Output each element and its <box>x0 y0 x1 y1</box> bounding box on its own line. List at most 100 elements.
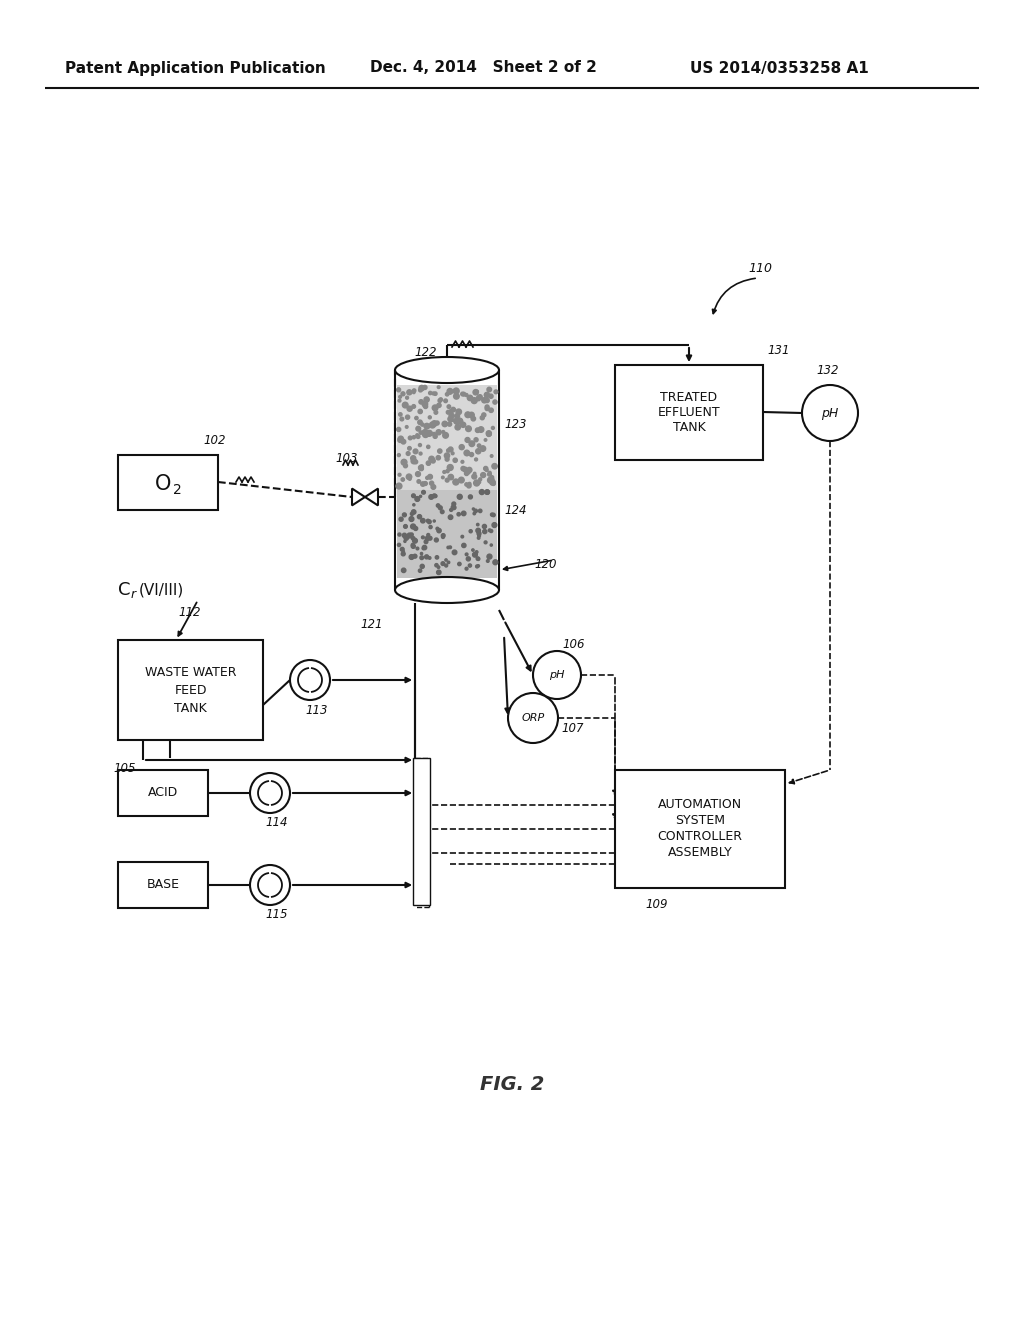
Circle shape <box>411 512 414 515</box>
Circle shape <box>479 478 481 480</box>
Circle shape <box>412 544 415 546</box>
Circle shape <box>406 396 409 399</box>
Bar <box>118 862 208 908</box>
Circle shape <box>465 553 468 556</box>
Circle shape <box>416 434 420 438</box>
Circle shape <box>461 422 466 428</box>
Circle shape <box>475 550 478 553</box>
Circle shape <box>418 515 422 519</box>
Circle shape <box>442 430 444 433</box>
Circle shape <box>416 471 421 477</box>
Circle shape <box>420 495 422 498</box>
Circle shape <box>467 467 472 473</box>
Circle shape <box>493 560 498 565</box>
Circle shape <box>445 392 449 396</box>
Circle shape <box>406 425 408 428</box>
Circle shape <box>457 418 463 424</box>
Circle shape <box>444 558 447 561</box>
Circle shape <box>408 407 413 412</box>
Circle shape <box>453 458 458 462</box>
Text: ASSEMBLY: ASSEMBLY <box>668 846 732 859</box>
Ellipse shape <box>395 356 499 383</box>
Circle shape <box>424 397 429 403</box>
Circle shape <box>459 478 464 483</box>
Text: 121: 121 <box>360 619 383 631</box>
Circle shape <box>493 400 497 404</box>
Circle shape <box>437 403 441 408</box>
Circle shape <box>484 541 487 544</box>
Circle shape <box>480 416 484 420</box>
Circle shape <box>422 429 428 436</box>
Circle shape <box>477 565 479 568</box>
Circle shape <box>476 528 480 533</box>
Circle shape <box>407 474 412 479</box>
Text: 114: 114 <box>265 817 288 829</box>
Circle shape <box>423 432 428 437</box>
Circle shape <box>490 513 494 516</box>
Circle shape <box>413 504 415 506</box>
Circle shape <box>434 539 438 543</box>
Circle shape <box>449 474 454 479</box>
Text: FIG. 2: FIG. 2 <box>480 1076 544 1094</box>
Bar <box>118 640 263 741</box>
Circle shape <box>419 400 423 404</box>
Circle shape <box>454 418 460 424</box>
Circle shape <box>437 566 439 569</box>
Circle shape <box>429 482 434 486</box>
Circle shape <box>409 516 414 521</box>
Text: 109: 109 <box>645 898 668 911</box>
Circle shape <box>441 536 444 539</box>
Circle shape <box>413 554 417 558</box>
Text: WASTE WATER: WASTE WATER <box>144 665 237 678</box>
Circle shape <box>399 517 403 521</box>
Circle shape <box>435 564 438 566</box>
Bar <box>118 770 208 816</box>
Circle shape <box>410 533 414 536</box>
Circle shape <box>410 554 414 560</box>
Circle shape <box>477 535 480 537</box>
Circle shape <box>408 446 412 450</box>
Circle shape <box>490 475 494 479</box>
Circle shape <box>465 437 470 442</box>
Circle shape <box>484 438 486 441</box>
Circle shape <box>411 458 417 463</box>
Circle shape <box>436 430 441 434</box>
Circle shape <box>397 454 400 457</box>
Circle shape <box>488 529 490 532</box>
Text: C: C <box>118 581 130 599</box>
Circle shape <box>427 533 430 536</box>
Circle shape <box>447 465 454 470</box>
Circle shape <box>486 432 492 437</box>
Circle shape <box>472 552 477 557</box>
Circle shape <box>458 494 462 499</box>
Circle shape <box>471 397 477 404</box>
Circle shape <box>471 417 475 421</box>
Circle shape <box>424 424 430 429</box>
Circle shape <box>467 471 470 474</box>
Circle shape <box>454 388 459 393</box>
Circle shape <box>465 412 471 417</box>
Circle shape <box>429 495 433 499</box>
Circle shape <box>465 568 468 570</box>
Circle shape <box>427 430 432 436</box>
Circle shape <box>490 544 493 546</box>
Circle shape <box>428 536 432 540</box>
Circle shape <box>450 508 453 511</box>
Circle shape <box>436 570 441 574</box>
Text: 112: 112 <box>178 606 201 619</box>
Circle shape <box>442 421 447 426</box>
Circle shape <box>452 502 456 506</box>
Circle shape <box>445 457 450 461</box>
Circle shape <box>419 444 422 446</box>
Circle shape <box>435 556 438 560</box>
Circle shape <box>396 428 400 432</box>
Circle shape <box>419 388 422 392</box>
Circle shape <box>480 446 485 451</box>
Circle shape <box>415 496 420 502</box>
Circle shape <box>409 436 412 440</box>
Circle shape <box>476 523 479 525</box>
Circle shape <box>401 568 406 573</box>
Circle shape <box>423 430 427 434</box>
Circle shape <box>488 433 492 436</box>
Circle shape <box>433 434 437 438</box>
